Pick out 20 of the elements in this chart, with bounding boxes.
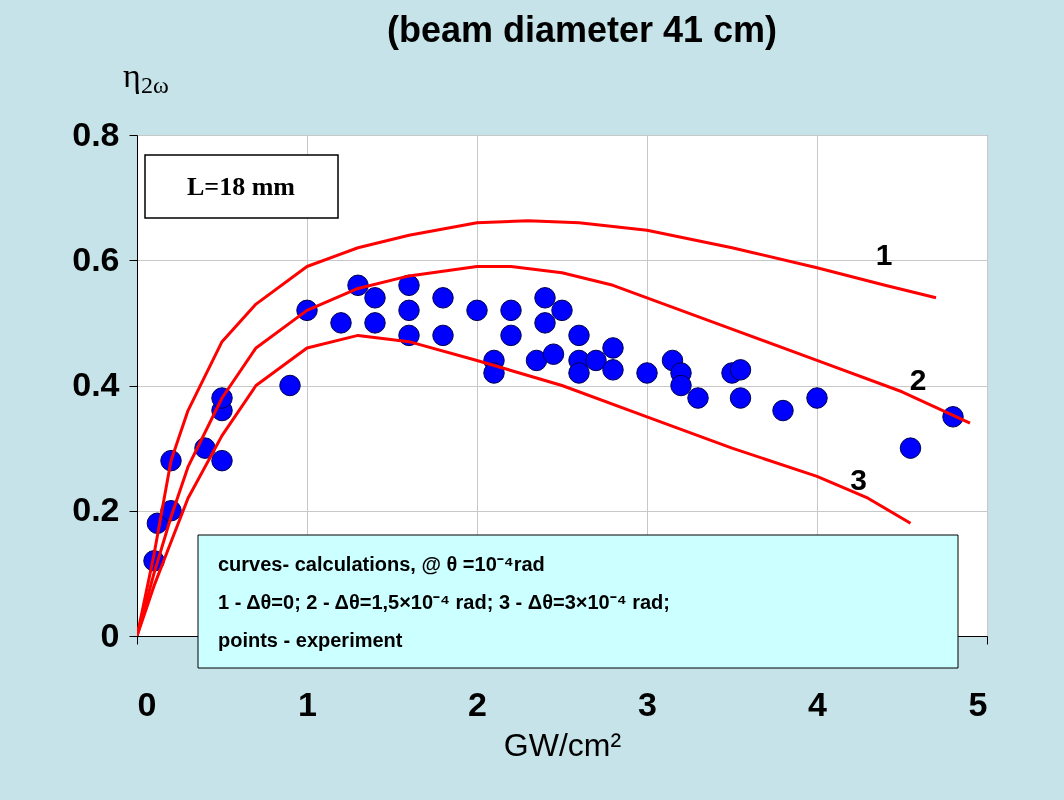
annotation: L=18 mm — [187, 172, 296, 201]
x-tick-label: 0 — [137, 684, 157, 723]
x-tick-label: 5 — [968, 684, 988, 723]
chart-title: (beam diameter 41 cm) — [386, 9, 778, 50]
x-tick-label: 1 — [298, 684, 317, 723]
annotation: points - experiment — [218, 629, 403, 651]
x-tick-label: 4 — [808, 684, 828, 723]
annotation: curves- calculations, @ θ =10⁻⁴rad — [218, 553, 545, 575]
y-tick-label: 0.4 — [72, 365, 120, 403]
annotation: 1 - Δθ=0; 2 - Δθ=1,5×10⁻⁴ rad; 3 - Δθ=3×10⁻⁴ rad; — [218, 591, 670, 613]
series-label: 1 — [875, 237, 893, 271]
y-tick-label: 0.6 — [72, 239, 120, 278]
series-label: 3 — [850, 463, 867, 497]
y-tick-label: 0.8 — [72, 114, 120, 153]
series-label: 2 — [909, 363, 927, 397]
x-tick-label: 3 — [638, 684, 657, 723]
x-tick-label: 2 — [468, 684, 487, 723]
x-axis-title: GW/cm² — [503, 726, 622, 763]
y-tick-label: 0 — [100, 615, 120, 654]
y-tick-label: 0.2 — [72, 490, 120, 529]
